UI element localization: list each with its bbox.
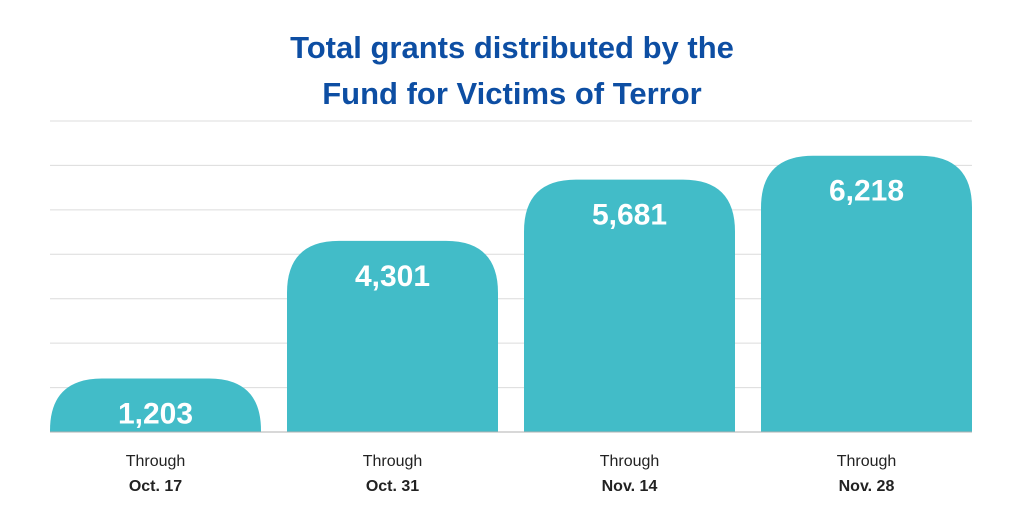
bar-value-label: 4,301 [355, 260, 430, 293]
x-tick-label-line2: Nov. 28 [839, 478, 895, 495]
bar-value-labels: 1,203 4,301 5,681 6,218 [118, 175, 904, 431]
bar-value-label: 6,218 [829, 175, 904, 208]
bar [287, 240, 498, 432]
x-tick-label-line1: Through [600, 453, 660, 470]
chart-title-line-1: Total grants distributed by the [290, 30, 734, 65]
bar-value-label: 5,681 [592, 199, 667, 232]
bar [50, 378, 261, 432]
x-tick-label-line1: Through [126, 453, 186, 470]
x-axis-tick-labels: Through Oct. 17 Through Oct. 31 Through Nov. … [126, 453, 897, 495]
bars [50, 155, 972, 432]
x-tick-label-line2: Oct. 17 [129, 478, 182, 495]
chart-title-line-2: Fund for Victims of Terror [322, 76, 702, 111]
x-tick-label-line2: Oct. 31 [366, 478, 419, 495]
bar [524, 179, 735, 432]
x-tick-label-line1: Through [837, 453, 897, 470]
gridlines [50, 120, 972, 389]
x-tick-label-line1: Through [363, 453, 423, 470]
bar [761, 155, 972, 432]
x-tick-label-line2: Nov. 14 [602, 478, 658, 495]
bar-value-label: 1,203 [118, 398, 193, 431]
